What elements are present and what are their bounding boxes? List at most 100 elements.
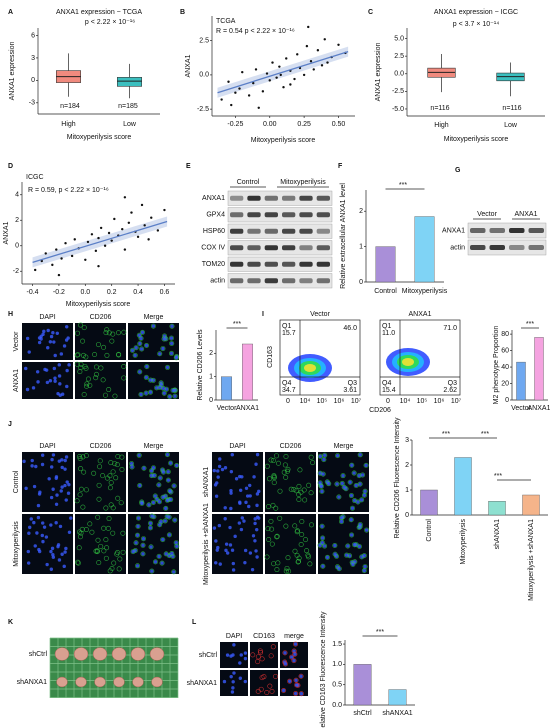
cell: [40, 462, 45, 467]
point: [241, 70, 244, 74]
cell: [147, 520, 153, 526]
cell: [239, 653, 243, 657]
cell: [104, 352, 110, 358]
cell: [59, 352, 64, 356]
cell: [133, 540, 139, 546]
cell: [224, 548, 228, 553]
cell: [165, 365, 170, 370]
cell: [76, 545, 82, 551]
cell: [150, 323, 156, 329]
cell: [65, 325, 69, 329]
annotation: ***: [494, 473, 502, 480]
image-column-label: CD206: [280, 443, 302, 450]
cell: [144, 364, 150, 370]
cell: [349, 505, 355, 511]
cell: [81, 469, 87, 475]
image-row-label: Mitoxyperilysis: [13, 521, 20, 567]
cell: [83, 527, 89, 533]
cell: [153, 494, 157, 498]
panel-label: G: [455, 167, 461, 174]
cell: [133, 345, 139, 351]
cell: [163, 551, 169, 557]
cell: [138, 370, 142, 374]
cell: [352, 498, 358, 504]
bar: [516, 361, 526, 401]
micrograph: [212, 452, 263, 512]
cell: [96, 482, 102, 488]
cell: [137, 333, 142, 337]
cell: [362, 488, 368, 494]
blot-band: [247, 195, 261, 201]
cell: [27, 531, 31, 535]
cell: [37, 336, 42, 340]
point: [278, 65, 281, 68]
cell: [84, 381, 90, 387]
bar: [375, 246, 396, 283]
cell: [299, 692, 304, 696]
cell: [274, 534, 280, 540]
cell: [130, 465, 134, 469]
cell: [138, 391, 144, 397]
cell: [115, 453, 121, 459]
cell: [137, 369, 143, 375]
cell: [77, 455, 83, 461]
cell: [257, 648, 263, 654]
cell: [341, 484, 347, 490]
image-column-label: CD163: [253, 633, 275, 640]
cell: [360, 555, 364, 559]
point: [282, 86, 285, 89]
cell: [92, 352, 98, 358]
x-tick-label: 0.00: [263, 121, 277, 128]
x-tick-label: Mitoxyperilysis: [460, 519, 467, 565]
cell: [254, 549, 258, 553]
cell: [52, 340, 56, 344]
cell: [152, 559, 158, 565]
tumor: [132, 676, 144, 688]
cell: [286, 568, 292, 574]
cell: [283, 454, 289, 460]
box: [117, 77, 143, 87]
y-tick-label: 2: [359, 208, 363, 215]
cell: [30, 458, 34, 463]
cell: [293, 641, 299, 647]
cell: [56, 543, 61, 547]
cell: [299, 674, 303, 678]
cell: [349, 532, 355, 538]
cell: [107, 485, 113, 491]
blot-band: [489, 245, 505, 250]
quadrant-value: 34.7: [282, 387, 296, 394]
blot-band: [230, 212, 244, 218]
cell: [44, 535, 49, 539]
cell: [141, 552, 145, 556]
cell: [351, 470, 357, 476]
blot-band: [316, 245, 330, 251]
point: [55, 248, 58, 251]
cell: [231, 686, 235, 690]
y-tick-label: 1: [209, 374, 213, 381]
y-axis-label: CD163: [267, 346, 274, 368]
cell: [225, 653, 230, 657]
x-tick-label: 0.6: [160, 289, 170, 296]
blot-row-label: actin: [210, 278, 225, 285]
cell: [348, 517, 354, 523]
panel-label: J: [8, 421, 12, 428]
flow-title: Vector: [310, 311, 331, 318]
cell: [80, 504, 86, 510]
x-tick-label: 0.2: [107, 289, 117, 296]
tumor: [56, 676, 68, 688]
quadrant-value: 2.62: [443, 387, 457, 394]
cell: [243, 548, 248, 553]
point: [265, 72, 269, 75]
point: [73, 238, 76, 241]
cell: [346, 544, 350, 548]
image-row-label: Vector: [13, 331, 20, 352]
cell: [89, 529, 95, 535]
cell: [350, 463, 354, 467]
cell: [353, 482, 359, 488]
tumor: [111, 647, 127, 661]
cell: [49, 523, 53, 527]
cell: [363, 564, 367, 569]
bar: [242, 343, 253, 401]
cell: [323, 453, 327, 458]
cell: [121, 329, 127, 335]
